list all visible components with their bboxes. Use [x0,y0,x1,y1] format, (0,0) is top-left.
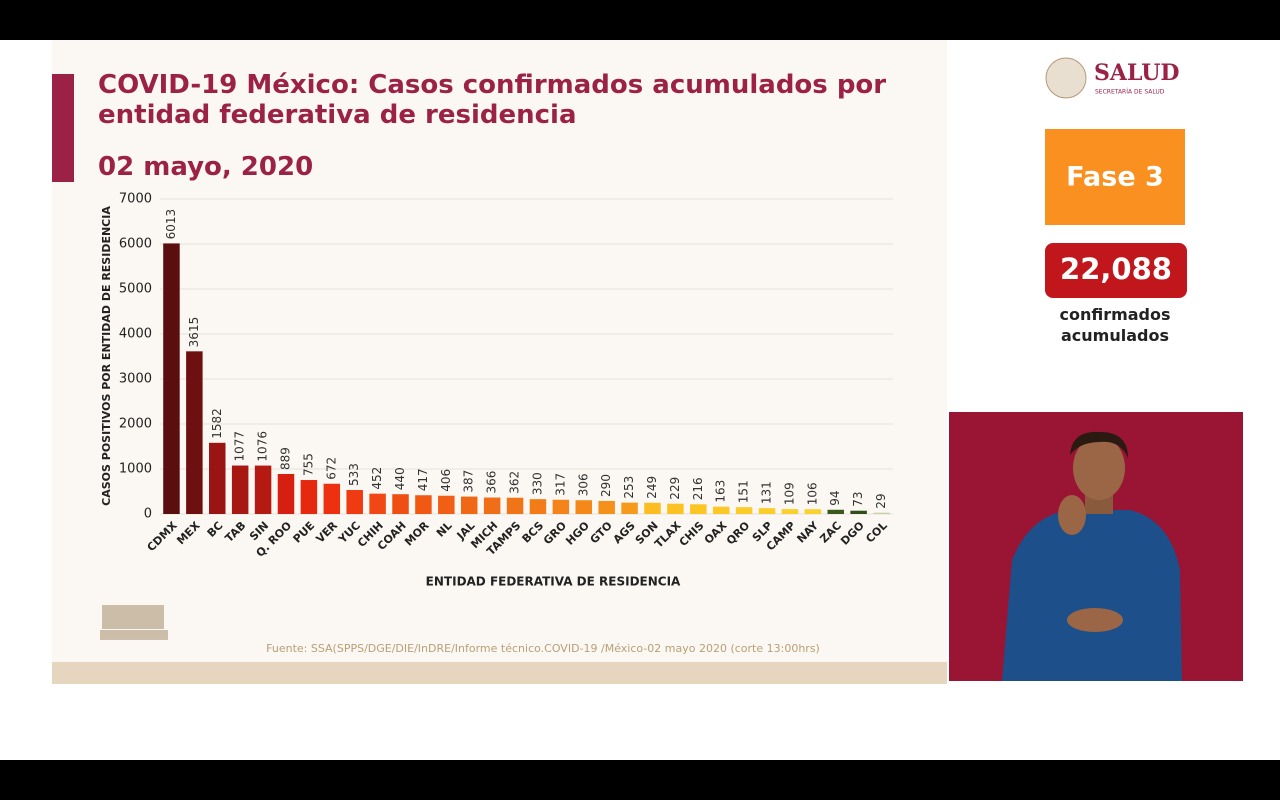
bar [460,496,478,514]
value-label: 1077 [233,431,247,462]
value-label: 317 [553,473,567,496]
value-label: 109 [782,482,796,505]
value-label: 330 [530,472,544,495]
x-axis-label: ENTIDAD FEDERATIVA DE RESIDENCIA [426,575,681,589]
bar [254,465,272,514]
value-label: 253 [622,476,636,499]
bar [644,502,661,514]
value-label: 452 [370,467,384,490]
bar [712,506,730,514]
value-label: 229 [668,477,682,500]
bar [690,504,707,514]
source-note: Fuente: SSA(SPPS/DGE/DIE/InDRE/Informe t… [266,642,820,655]
bar [873,512,890,514]
y-tick-label: 3000 [119,372,152,387]
bar [850,510,867,514]
value-label: 417 [416,468,430,491]
bar [758,508,776,514]
bar [827,509,844,514]
value-label: 755 [301,453,315,476]
value-label: 1076 [256,431,270,462]
y-tick-label: 0 [144,507,152,522]
logo-emblem [1045,57,1087,99]
bar [231,465,249,514]
value-label: 73 [851,491,865,506]
total-caption: confirmados acumulados [1059,305,1171,345]
y-axis-label: CASOS POSITIVOS POR ENTIDAD DE RESIDENCI… [100,206,113,506]
value-label: 362 [508,471,522,494]
value-label: 106 [805,482,819,505]
y-tick-label: 5000 [119,282,152,297]
heroes-emblem [100,605,168,640]
total-box [1045,243,1187,298]
y-tick-label: 4000 [119,327,152,342]
logo-subtitle: SECRETARÍA DE SALUD [1095,89,1165,96]
y-tick-label: 7000 [119,192,152,207]
bar [392,494,409,514]
bar [667,503,684,514]
bar [598,500,615,514]
value-label: 151 [737,480,751,503]
value-label: 3615 [187,317,201,348]
bar [529,499,547,514]
chart-subtitle: 02 mayo, 2020 [98,152,314,182]
bar [438,495,455,514]
value-label: 533 [347,463,361,486]
bar [346,490,363,514]
bar [735,507,753,514]
value-label: 131 [760,481,774,504]
bar [483,497,501,514]
bar [186,351,203,514]
value-label: 6013 [164,209,178,240]
phase-box [1045,129,1185,225]
bar [804,509,822,514]
bar [552,499,570,514]
value-label: 1582 [210,408,224,439]
accent-bar [52,74,74,182]
y-tick-label: 6000 [119,237,152,252]
value-label: 672 [324,457,338,480]
bar [323,483,341,514]
value-label: 29 [874,493,888,508]
value-label: 406 [439,469,453,492]
value-label: 387 [462,470,476,493]
bar [300,480,318,514]
value-label: 366 [485,471,499,494]
value-label: 306 [576,473,590,496]
value-label: 440 [393,467,407,490]
bar [209,442,226,514]
bar [781,509,799,514]
value-label: 290 [599,474,613,497]
footer-strip [52,662,947,684]
bar [415,495,432,514]
bar [621,502,638,514]
logo-name: SALUD [1094,60,1180,86]
value-label: 216 [691,477,705,500]
bar [506,497,524,514]
value-label: 249 [645,476,659,499]
y-tick-label: 2000 [119,417,152,432]
y-tick-label: 1000 [119,462,152,477]
value-label: 163 [714,480,728,503]
bar [369,493,386,514]
bar [277,473,295,514]
phase-label: Fase 3 [1066,162,1164,193]
bar [163,243,180,515]
value-label: 889 [278,447,292,470]
interpreter-video [949,412,1243,681]
value-label: 94 [828,490,842,505]
total-value: 22,088 [1060,252,1172,286]
chart-title: COVID-19 México: Casos confirmados acumu… [98,70,887,130]
bar [575,500,593,514]
